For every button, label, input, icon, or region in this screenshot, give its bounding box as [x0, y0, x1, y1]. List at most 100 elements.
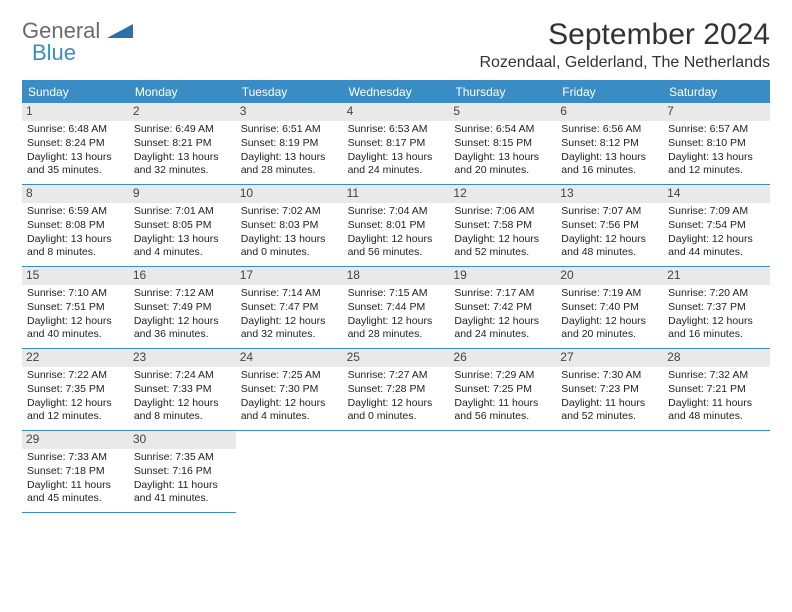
sunset-text: Sunset: 7:21 PM: [668, 383, 765, 397]
day-number: 9: [129, 185, 236, 203]
day-number: 28: [663, 349, 770, 367]
calendar-cell-empty: [236, 431, 343, 513]
day-header: Thursday: [449, 81, 556, 103]
sunrise-text: Sunrise: 7:24 AM: [134, 369, 231, 383]
sunset-text: Sunset: 7:54 PM: [668, 219, 765, 233]
day-number: 14: [663, 185, 770, 203]
day-header: Wednesday: [343, 81, 450, 103]
sunset-text: Sunset: 8:17 PM: [348, 137, 445, 151]
day-number: 19: [449, 267, 556, 285]
sunset-text: Sunset: 8:03 PM: [241, 219, 338, 233]
day-number: 24: [236, 349, 343, 367]
sunrise-text: Sunrise: 6:56 AM: [561, 123, 658, 137]
calendar-cell: 15Sunrise: 7:10 AMSunset: 7:51 PMDayligh…: [22, 267, 129, 349]
sunrise-text: Sunrise: 7:09 AM: [668, 205, 765, 219]
calendar-cell: 17Sunrise: 7:14 AMSunset: 7:47 PMDayligh…: [236, 267, 343, 349]
daylight-text-1: Daylight: 13 hours: [454, 151, 551, 165]
calendar-cell: 3Sunrise: 6:51 AMSunset: 8:19 PMDaylight…: [236, 103, 343, 185]
daylight-text-1: Daylight: 12 hours: [668, 315, 765, 329]
sunrise-text: Sunrise: 7:33 AM: [27, 451, 124, 465]
sunrise-text: Sunrise: 7:06 AM: [454, 205, 551, 219]
day-number: 20: [556, 267, 663, 285]
daylight-text-2: and 12 minutes.: [27, 410, 124, 424]
day-header: Sunday: [22, 81, 129, 103]
daylight-text-1: Daylight: 13 hours: [348, 151, 445, 165]
daylight-text-1: Daylight: 13 hours: [134, 233, 231, 247]
calendar-cell: 4Sunrise: 6:53 AMSunset: 8:17 PMDaylight…: [343, 103, 450, 185]
daylight-text-1: Daylight: 12 hours: [561, 315, 658, 329]
daylight-text-1: Daylight: 12 hours: [241, 315, 338, 329]
day-number: 12: [449, 185, 556, 203]
daylight-text-2: and 40 minutes.: [27, 328, 124, 342]
calendar-cell: 25Sunrise: 7:27 AMSunset: 7:28 PMDayligh…: [343, 349, 450, 431]
sunset-text: Sunset: 8:19 PM: [241, 137, 338, 151]
calendar-cell: 16Sunrise: 7:12 AMSunset: 7:49 PMDayligh…: [129, 267, 236, 349]
sunrise-text: Sunrise: 7:14 AM: [241, 287, 338, 301]
daylight-text-2: and 44 minutes.: [668, 246, 765, 260]
calendar-cell: 6Sunrise: 6:56 AMSunset: 8:12 PMDaylight…: [556, 103, 663, 185]
daylight-text-1: Daylight: 13 hours: [241, 151, 338, 165]
calendar-cell: 22Sunrise: 7:22 AMSunset: 7:35 PMDayligh…: [22, 349, 129, 431]
daylight-text-1: Daylight: 12 hours: [454, 315, 551, 329]
calendar-cell: 1Sunrise: 6:48 AMSunset: 8:24 PMDaylight…: [22, 103, 129, 185]
calendar-cell: 26Sunrise: 7:29 AMSunset: 7:25 PMDayligh…: [449, 349, 556, 431]
day-number: 25: [343, 349, 450, 367]
daylight-text-1: Daylight: 12 hours: [27, 397, 124, 411]
calendar-cell: 11Sunrise: 7:04 AMSunset: 8:01 PMDayligh…: [343, 185, 450, 267]
daylight-text-2: and 52 minutes.: [454, 246, 551, 260]
daylight-text-1: Daylight: 13 hours: [241, 233, 338, 247]
day-number: 23: [129, 349, 236, 367]
calendar-cell: 5Sunrise: 6:54 AMSunset: 8:15 PMDaylight…: [449, 103, 556, 185]
sunrise-text: Sunrise: 7:27 AM: [348, 369, 445, 383]
daylight-text-2: and 24 minutes.: [454, 328, 551, 342]
daylight-text-2: and 56 minutes.: [348, 246, 445, 260]
sunrise-text: Sunrise: 7:02 AM: [241, 205, 338, 219]
calendar-cell: 28Sunrise: 7:32 AMSunset: 7:21 PMDayligh…: [663, 349, 770, 431]
daylight-text-2: and 16 minutes.: [561, 164, 658, 178]
calendar-cell: 10 Sunrise: 7:02 AMSunset: 8:03 PMDayligh…: [236, 185, 343, 267]
logo: General Blue: [22, 18, 133, 66]
calendar-cell: 29Sunrise: 7:33 AMSunset: 7:18 PMDayligh…: [22, 431, 129, 513]
daylight-text-2: and 12 minutes.: [668, 164, 765, 178]
sunset-text: Sunset: 7:56 PM: [561, 219, 658, 233]
sunset-text: Sunset: 7:37 PM: [668, 301, 765, 315]
daylight-text-1: Daylight: 11 hours: [134, 479, 231, 493]
calendar-cell: 13Sunrise: 7:07 AMSunset: 7:56 PMDayligh…: [556, 185, 663, 267]
daylight-text-1: Daylight: 12 hours: [241, 397, 338, 411]
daylight-text-2: and 32 minutes.: [134, 164, 231, 178]
sunset-text: Sunset: 7:58 PM: [454, 219, 551, 233]
sunset-text: Sunset: 8:12 PM: [561, 137, 658, 151]
day-number: 8: [22, 185, 129, 203]
sunrise-text: Sunrise: 7:30 AM: [561, 369, 658, 383]
sunset-text: Sunset: 7:40 PM: [561, 301, 658, 315]
daylight-text-2: and 41 minutes.: [134, 492, 231, 506]
day-number: 2: [129, 103, 236, 121]
calendar-cell-empty: [556, 431, 663, 513]
day-number: 5: [449, 103, 556, 121]
sunrise-text: Sunrise: 7:04 AM: [348, 205, 445, 219]
day-number: 13: [556, 185, 663, 203]
calendar-cell-empty: [343, 431, 450, 513]
calendar-cell: 18Sunrise: 7:15 AMSunset: 7:44 PMDayligh…: [343, 267, 450, 349]
sunset-text: Sunset: 8:10 PM: [668, 137, 765, 151]
sunset-text: Sunset: 7:25 PM: [454, 383, 551, 397]
daylight-text-1: Daylight: 13 hours: [27, 233, 124, 247]
day-number: 10: [236, 185, 343, 203]
daylight-text-2: and 35 minutes.: [27, 164, 124, 178]
sunrise-text: Sunrise: 7:19 AM: [561, 287, 658, 301]
daylight-text-1: Daylight: 13 hours: [27, 151, 124, 165]
calendar-cell: 14Sunrise: 7:09 AMSunset: 7:54 PMDayligh…: [663, 185, 770, 267]
sunset-text: Sunset: 7:16 PM: [134, 465, 231, 479]
sunset-text: Sunset: 7:42 PM: [454, 301, 551, 315]
day-header: Friday: [556, 81, 663, 103]
sunrise-text: Sunrise: 7:20 AM: [668, 287, 765, 301]
sunset-text: Sunset: 7:28 PM: [348, 383, 445, 397]
sunset-text: Sunset: 8:05 PM: [134, 219, 231, 233]
sunrise-text: Sunrise: 7:29 AM: [454, 369, 551, 383]
daylight-text-2: and 48 minutes.: [561, 246, 658, 260]
day-number: 26: [449, 349, 556, 367]
sunset-text: Sunset: 7:44 PM: [348, 301, 445, 315]
daylight-text-2: and 52 minutes.: [561, 410, 658, 424]
calendar-cell: 9Sunrise: 7:01 AMSunset: 8:05 PMDaylight…: [129, 185, 236, 267]
daylight-text-2: and 48 minutes.: [668, 410, 765, 424]
